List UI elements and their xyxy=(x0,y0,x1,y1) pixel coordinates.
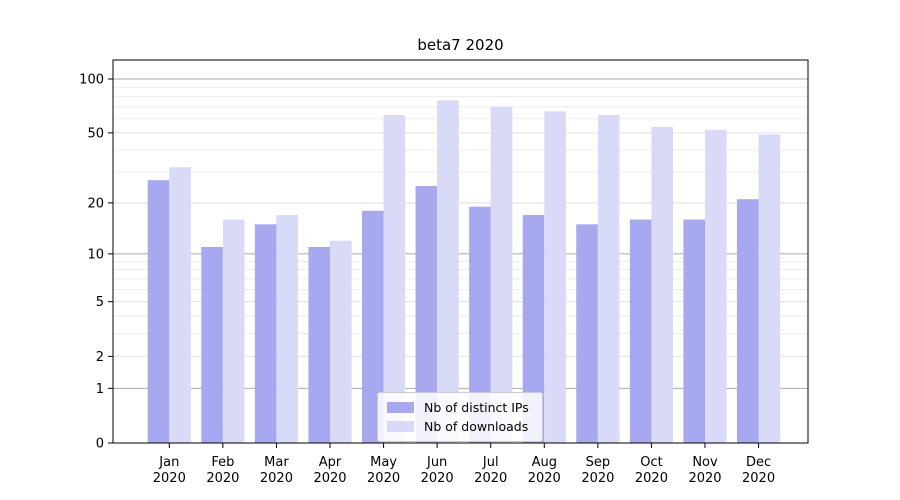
svg-text:Mar: Mar xyxy=(264,455,289,470)
legend-item-distinct-ips: Nb of distinct IPs xyxy=(387,398,534,417)
svg-text:50: 50 xyxy=(87,126,104,141)
svg-text:2020: 2020 xyxy=(581,471,614,486)
svg-text:2020: 2020 xyxy=(260,471,293,486)
svg-text:2020: 2020 xyxy=(153,471,186,486)
svg-text:100: 100 xyxy=(79,73,104,88)
svg-text:2020: 2020 xyxy=(474,471,507,486)
svg-text:5: 5 xyxy=(96,295,104,310)
legend-label-distinct-ips: Nb of distinct IPs xyxy=(424,400,529,415)
svg-text:2020: 2020 xyxy=(742,471,775,486)
svg-text:Dec: Dec xyxy=(746,455,771,470)
svg-text:Nov: Nov xyxy=(692,455,718,470)
svg-text:2020: 2020 xyxy=(367,471,400,486)
legend-box: Nb of distinct IPs Nb of downloads xyxy=(377,392,543,442)
svg-text:2020: 2020 xyxy=(313,471,346,486)
svg-text:Aug: Aug xyxy=(532,455,557,470)
svg-text:1: 1 xyxy=(96,382,104,397)
svg-text:2020: 2020 xyxy=(528,471,561,486)
svg-text:Jun: Jun xyxy=(426,455,447,470)
svg-text:Apr: Apr xyxy=(319,455,342,470)
svg-text:Oct: Oct xyxy=(640,455,662,470)
svg-text:10: 10 xyxy=(87,247,104,262)
legend-swatch-distinct-ips xyxy=(387,402,414,413)
legend-label-downloads: Nb of downloads xyxy=(424,419,529,434)
svg-text:20: 20 xyxy=(87,196,104,211)
svg-text:2020: 2020 xyxy=(688,471,721,486)
chart-title: beta7 2020 xyxy=(417,36,504,54)
svg-text:2020: 2020 xyxy=(635,471,668,486)
svg-text:0: 0 xyxy=(96,437,104,452)
svg-text:Jul: Jul xyxy=(482,455,499,470)
svg-text:2020: 2020 xyxy=(206,471,239,486)
svg-text:May: May xyxy=(370,455,397,470)
svg-text:Sep: Sep xyxy=(586,455,611,470)
svg-text:Feb: Feb xyxy=(211,455,234,470)
legend-item-downloads: Nb of downloads xyxy=(387,417,534,436)
svg-text:2020: 2020 xyxy=(421,471,454,486)
svg-text:2: 2 xyxy=(96,350,104,365)
svg-text:Jan: Jan xyxy=(158,455,179,470)
legend-swatch-downloads xyxy=(387,421,414,432)
